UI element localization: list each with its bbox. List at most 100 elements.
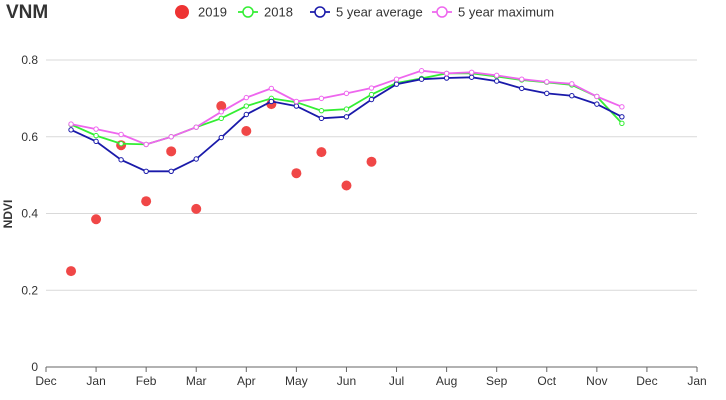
data-point-2019 <box>366 156 377 167</box>
x-tick-label: Mar <box>186 374 207 388</box>
data-point-5-year-average <box>493 78 500 84</box>
legend[interactable]: 2019 2018 5 year average 5 year maximum <box>175 5 554 20</box>
data-point-2019 <box>241 125 252 136</box>
data-point-2018 <box>243 103 250 109</box>
x-tick-label: Feb <box>136 374 157 388</box>
legend-item-2019[interactable]: 2019 <box>175 5 227 20</box>
grid <box>46 59 697 368</box>
legend-item-5-year-maximum[interactable]: 5 year maximum <box>432 5 554 20</box>
data-point-5-year-average <box>544 90 550 97</box>
data-point-5-year-average <box>468 74 475 80</box>
legend-marker <box>314 6 326 18</box>
data-point-5-year-average <box>393 81 400 87</box>
x-tick-label: Sep <box>486 374 508 388</box>
data-point-5-year-average <box>594 101 600 107</box>
data-point-5-year-maximum <box>544 79 550 85</box>
series-5-year-average <box>68 74 625 174</box>
series-2018 <box>68 70 625 148</box>
legend-item-5-year-average[interactable]: 5 year average <box>310 5 423 20</box>
data-point-5-year-maximum <box>569 81 575 87</box>
legend-label: 2018 <box>264 5 293 20</box>
y-tick-label: 0 <box>31 360 38 374</box>
data-point-5-year-average <box>68 127 74 133</box>
data-point-5-year-maximum <box>293 98 300 105</box>
x-tick-label: Nov <box>586 374 607 388</box>
data-point-5-year-average <box>93 138 99 145</box>
data-point-5-year-maximum <box>468 69 475 75</box>
data-point-5-year-average <box>193 156 199 162</box>
legend-marker <box>436 6 448 18</box>
legend-label: 5 year average <box>336 5 423 20</box>
data-point-2019 <box>141 196 152 207</box>
data-point-2019 <box>191 203 202 214</box>
data-point-5-year-average <box>218 134 224 141</box>
y-tick-label: 0.8 <box>21 53 38 67</box>
y-tick-label: 0.2 <box>21 283 38 297</box>
x-tick-label: May <box>285 374 308 388</box>
series-5-year-maximum <box>68 68 625 148</box>
x-tick-label: Dec <box>636 374 657 388</box>
data-point-5-year-average <box>143 168 149 174</box>
data-point-2018 <box>118 140 124 147</box>
x-tick-label: Jan <box>687 374 706 388</box>
x-tick-label: Dec <box>35 374 56 388</box>
data-point-5-year-average <box>268 98 275 105</box>
legend-item-2018[interactable]: 2018 <box>238 5 293 20</box>
legend-label: 2019 <box>198 5 227 20</box>
x-tick-label: Jul <box>389 374 404 388</box>
data-point-5-year-average <box>168 168 174 174</box>
data-point-5-year-maximum <box>268 85 275 92</box>
data-point-5-year-average <box>569 92 575 99</box>
data-point-5-year-average <box>368 96 375 103</box>
data-point-5-year-average <box>418 76 425 82</box>
series-layer <box>66 68 625 277</box>
data-point-2018 <box>619 120 625 127</box>
data-point-5-year-average <box>343 114 350 120</box>
x-tick-label: Apr <box>237 374 256 388</box>
data-point-5-year-maximum <box>594 93 600 100</box>
series-2019 <box>66 99 377 277</box>
data-point-5-year-maximum <box>418 68 425 74</box>
data-point-2019 <box>166 146 177 157</box>
data-point-5-year-maximum <box>393 76 400 82</box>
data-point-5-year-maximum <box>218 109 224 115</box>
legend-label: 5 year maximum <box>458 5 554 20</box>
data-point-5-year-maximum <box>168 134 174 140</box>
data-point-5-year-maximum <box>368 85 375 91</box>
y-axis-title: NDVI <box>1 200 15 229</box>
legend-marker <box>242 6 254 18</box>
x-tick-label: Oct <box>537 374 556 388</box>
legend-marker <box>175 5 189 19</box>
data-point-2019 <box>216 101 227 112</box>
data-point-5-year-maximum <box>443 70 450 77</box>
data-point-5-year-maximum <box>318 95 325 102</box>
data-point-5-year-maximum <box>519 76 525 82</box>
chart-title: VNM <box>6 2 49 23</box>
data-point-2019 <box>341 180 352 191</box>
data-point-5-year-average <box>118 157 124 163</box>
data-point-5-year-maximum <box>93 126 99 132</box>
data-point-5-year-average <box>619 114 625 120</box>
data-point-5-year-average <box>243 111 250 118</box>
data-point-5-year-maximum <box>143 141 149 148</box>
data-point-5-year-average <box>293 103 300 109</box>
data-point-2018 <box>343 106 350 112</box>
data-point-5-year-average <box>443 75 450 81</box>
data-point-5-year-maximum <box>243 94 250 101</box>
data-point-5-year-maximum <box>68 121 74 127</box>
y-tick-label: 0.6 <box>21 130 38 144</box>
data-point-2018 <box>368 91 375 98</box>
data-point-2018 <box>318 107 325 114</box>
x-tick-label: Jan <box>86 374 105 388</box>
data-point-5-year-maximum <box>343 90 350 97</box>
data-point-5-year-average <box>318 115 325 122</box>
data-point-2019 <box>291 168 302 179</box>
data-point-2019 <box>316 147 327 158</box>
data-point-5-year-maximum <box>619 104 625 110</box>
y-axis: 0 0.2 0.4 0.6 0.8 <box>21 53 38 374</box>
x-tick-label: Jun <box>337 374 356 388</box>
data-point-5-year-average <box>519 85 525 92</box>
data-point-5-year-maximum <box>193 124 199 130</box>
data-point-2019 <box>91 214 102 225</box>
